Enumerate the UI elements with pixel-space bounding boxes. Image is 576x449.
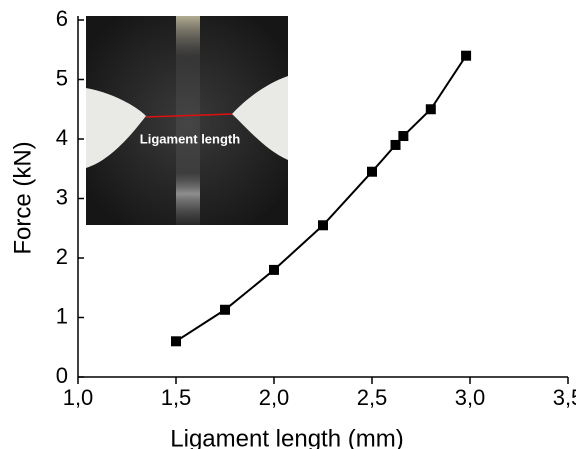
y-axis-title: Force (kN) xyxy=(9,141,36,254)
x-tick-label: 1,0 xyxy=(63,385,94,410)
data-point xyxy=(220,304,230,315)
y-tick-label: 5 xyxy=(56,65,68,90)
y-tick-label: 1 xyxy=(56,303,68,328)
y-tick-label: 0 xyxy=(56,363,68,388)
annotation: Ligament length xyxy=(140,131,240,146)
x-tick-label: 1,5 xyxy=(161,385,192,410)
x-tick-label: 2,5 xyxy=(357,385,388,410)
data-point xyxy=(461,50,472,61)
data-point xyxy=(390,139,401,150)
x-tick-label: 3,5 xyxy=(553,385,576,410)
y-tick-label: 4 xyxy=(56,125,68,150)
x-tick-label: 2,0 xyxy=(259,385,290,410)
photo-notch-left xyxy=(86,88,146,168)
y-tick-label: 3 xyxy=(56,184,68,209)
photo-beam xyxy=(176,16,200,225)
data-point xyxy=(171,336,181,347)
y-tick-label: 2 xyxy=(56,244,68,269)
inset-photo: Ligament length xyxy=(86,16,288,225)
data-point xyxy=(318,220,328,231)
data-point xyxy=(425,104,436,115)
x-tick-label: 3,0 xyxy=(455,385,486,410)
data-point xyxy=(269,264,279,275)
y-tick-label: 6 xyxy=(56,6,68,31)
photo-measure-line xyxy=(145,113,233,118)
data-point xyxy=(367,166,377,177)
data-point xyxy=(398,131,409,142)
x-axis-title: Ligament length (mm) xyxy=(170,425,403,449)
photo-notch-right xyxy=(232,76,288,160)
